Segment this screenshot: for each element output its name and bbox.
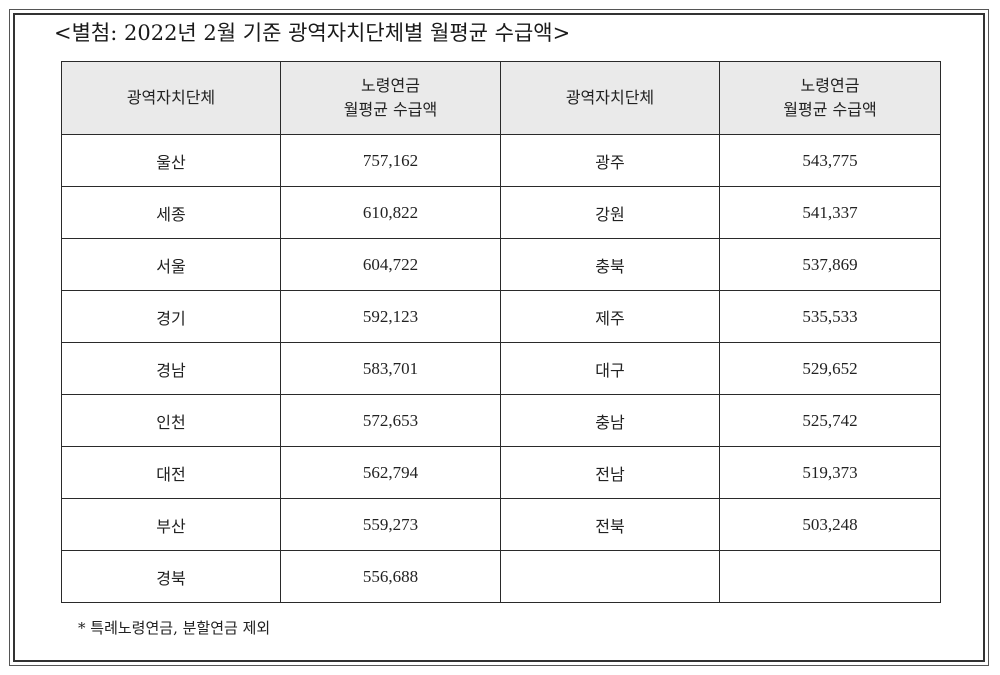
region-right-cell: 충북 <box>500 238 720 291</box>
header-amount-left-line2: 월평균 수급액 <box>343 100 438 119</box>
header-region-right: 광역자치단체 <box>500 61 720 135</box>
amount-right-cell <box>719 550 941 603</box>
header-amount-left: 노령연금 월평균 수급액 <box>280 61 501 135</box>
header-amount-right-line2: 월평균 수급액 <box>783 100 877 119</box>
document-title: <별첨: 2022년 2월 기준 광역자치단체별 월평균 수급액> <box>54 21 571 45</box>
amount-right-cell: 537,869 <box>719 238 941 291</box>
region-right-cell: 전북 <box>500 498 720 551</box>
amount-right-cell: 529,652 <box>719 342 941 395</box>
region-right-cell <box>500 550 720 603</box>
amount-left-cell: 592,123 <box>280 290 501 343</box>
outer-frame <box>9 9 989 666</box>
pension-table: 광역자치단체 노령연금 월평균 수급액 광역자치단체 노령연금 월평균 수급액 … <box>61 61 941 603</box>
region-left-cell: 울산 <box>61 134 281 187</box>
header-region-left-label: 광역자치단체 <box>126 88 216 107</box>
region-left-cell: 인천 <box>61 394 281 447</box>
inner-frame <box>13 13 985 662</box>
amount-left-cell: 556,688 <box>280 550 501 603</box>
region-right-cell: 광주 <box>500 134 720 187</box>
table-header-row: 광역자치단체 노령연금 월평균 수급액 광역자치단체 노령연금 월평균 수급액 <box>61 61 941 135</box>
amount-right-cell: 535,533 <box>719 290 941 343</box>
table-row: 대전 562,794 전남 519,373 <box>61 446 941 499</box>
region-left-cell: 경북 <box>61 550 281 603</box>
region-right-cell: 전남 <box>500 446 720 499</box>
footnote: * 특례노령연금, 분할연금 제외 <box>78 619 271 637</box>
table-row: 서울 604,722 충북 537,869 <box>61 238 941 291</box>
header-amount-right-line1: 노령연금 <box>800 76 860 95</box>
amount-right-cell: 503,248 <box>719 498 941 551</box>
region-left-cell: 대전 <box>61 446 281 499</box>
amount-right-cell: 541,337 <box>719 186 941 239</box>
amount-left-cell: 610,822 <box>280 186 501 239</box>
region-right-cell: 제주 <box>500 290 720 343</box>
amount-left-cell: 757,162 <box>280 134 501 187</box>
table-row: 인천 572,653 충남 525,742 <box>61 394 941 447</box>
table-row: 경남 583,701 대구 529,652 <box>61 342 941 395</box>
amount-left-cell: 562,794 <box>280 446 501 499</box>
header-region-right-label: 광역자치단체 <box>565 88 655 107</box>
amount-left-cell: 604,722 <box>280 238 501 291</box>
header-region-left: 광역자치단체 <box>61 61 281 135</box>
region-left-cell: 경기 <box>61 290 281 343</box>
table-row: 부산 559,273 전북 503,248 <box>61 498 941 551</box>
header-amount-left-line1: 노령연금 <box>361 76 420 95</box>
amount-right-cell: 543,775 <box>719 134 941 187</box>
region-left-cell: 경남 <box>61 342 281 395</box>
table-row: 경기 592,123 제주 535,533 <box>61 290 941 343</box>
amount-left-cell: 583,701 <box>280 342 501 395</box>
amount-right-cell: 519,373 <box>719 446 941 499</box>
region-left-cell: 세종 <box>61 186 281 239</box>
table-row: 세종 610,822 강원 541,337 <box>61 186 941 239</box>
amount-left-cell: 559,273 <box>280 498 501 551</box>
amount-right-cell: 525,742 <box>719 394 941 447</box>
region-right-cell: 대구 <box>500 342 720 395</box>
amount-left-cell: 572,653 <box>280 394 501 447</box>
region-left-cell: 부산 <box>61 498 281 551</box>
region-left-cell: 서울 <box>61 238 281 291</box>
region-right-cell: 충남 <box>500 394 720 447</box>
table-row: 울산 757,162 광주 543,775 <box>61 134 941 187</box>
region-right-cell: 강원 <box>500 186 720 239</box>
table-row: 경북 556,688 <box>61 550 941 603</box>
header-amount-right: 노령연금 월평균 수급액 <box>719 61 941 135</box>
